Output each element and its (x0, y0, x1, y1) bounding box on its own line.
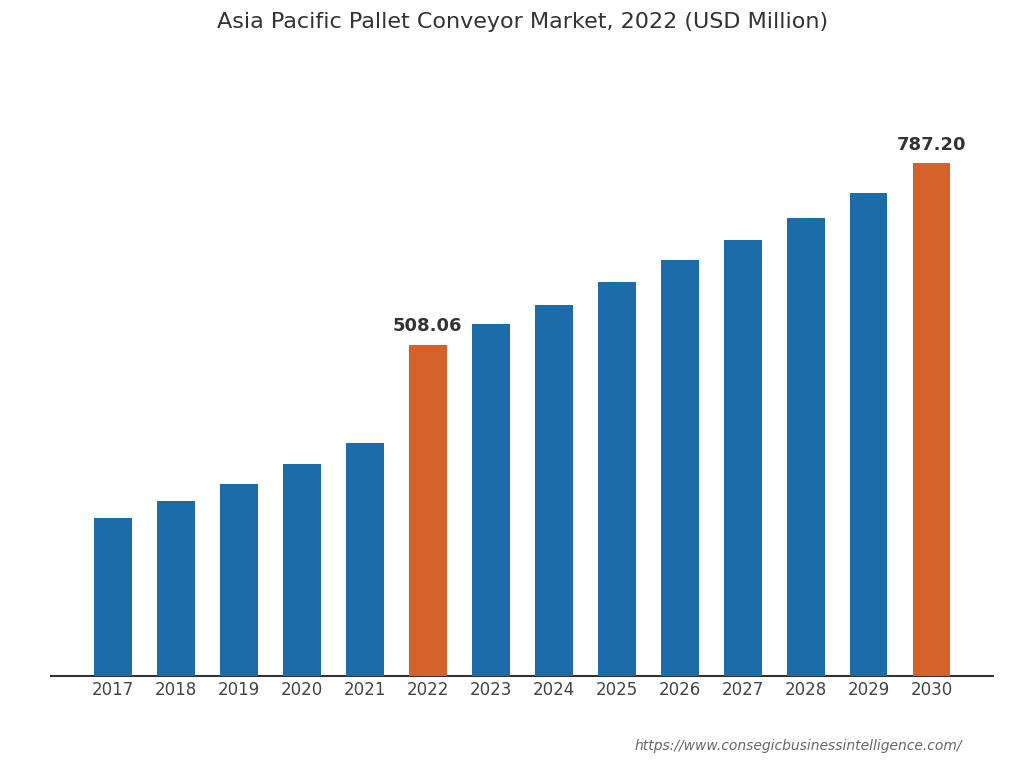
Bar (660, 260, 698, 676)
Bar (346, 442, 384, 676)
Text: 508.06: 508.06 (393, 317, 463, 336)
Bar (157, 502, 195, 676)
Bar (912, 164, 950, 676)
Bar (220, 484, 258, 676)
Bar (598, 282, 636, 676)
Bar (535, 305, 572, 676)
Text: 787.20: 787.20 (897, 135, 967, 154)
Bar (409, 345, 446, 676)
Bar (472, 324, 510, 676)
Bar (786, 218, 824, 676)
Bar (283, 464, 321, 676)
Bar (94, 518, 132, 676)
Title: Asia Pacific Pallet Conveyor Market, 2022 (USD Million): Asia Pacific Pallet Conveyor Market, 202… (217, 12, 827, 32)
Text: https://www.consegicbusinessintelligence.com/: https://www.consegicbusinessintelligence… (635, 739, 963, 753)
Bar (850, 193, 888, 676)
Bar (724, 240, 762, 676)
